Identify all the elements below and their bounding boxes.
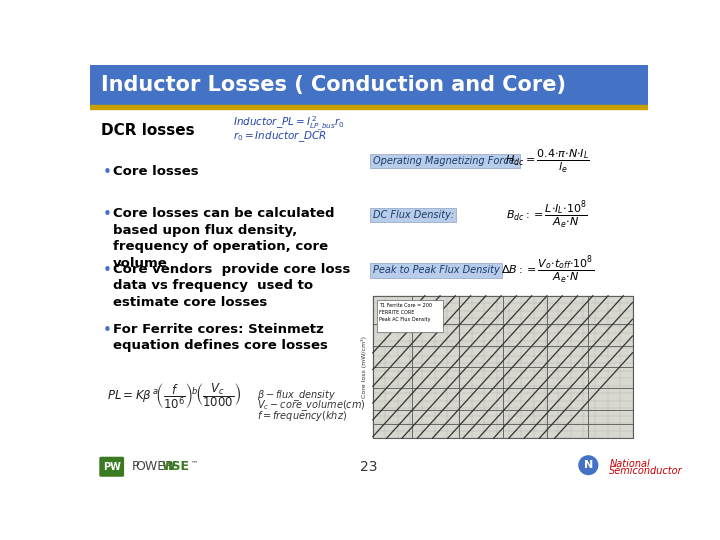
Text: Core losses: Core losses xyxy=(113,165,199,178)
Circle shape xyxy=(578,455,598,475)
Text: $\mathit{Inductor\_PL = I_{LP\_bus}^{\,2}r_0}$: $\mathit{Inductor\_PL = I_{LP\_bus}^{\,2… xyxy=(233,115,346,133)
Text: FERRITE CORE: FERRITE CORE xyxy=(379,309,415,315)
Text: OWER: OWER xyxy=(136,460,174,473)
Text: Peak to Peak Flux Density: Peak to Peak Flux Density xyxy=(373,265,500,275)
FancyBboxPatch shape xyxy=(99,457,124,477)
Bar xyxy=(90,65,648,105)
Text: Operating Magnetizing Force:: Operating Magnetizing Force: xyxy=(373,156,518,166)
Text: PW: PW xyxy=(103,462,121,472)
Text: $\beta - flux\_density$: $\beta - flux\_density$ xyxy=(256,388,336,403)
Text: $\Delta B := \dfrac{V_o{\cdot}t_{off}{\cdot}10^8}{A_e{\cdot}N}$: $\Delta B := \dfrac{V_o{\cdot}t_{off}{\c… xyxy=(500,254,594,286)
Bar xyxy=(90,105,648,109)
Text: P: P xyxy=(132,460,140,473)
Text: N: N xyxy=(584,460,593,470)
Text: DCR losses: DCR losses xyxy=(101,123,194,138)
Text: DC Flux Density:: DC Flux Density: xyxy=(373,210,454,220)
Text: •: • xyxy=(102,262,112,278)
Text: Semiconductor: Semiconductor xyxy=(609,467,683,476)
Text: For Ferrite cores: Steinmetz
equation defines core losses: For Ferrite cores: Steinmetz equation de… xyxy=(113,323,328,352)
Text: ™: ™ xyxy=(191,460,198,466)
Bar xyxy=(377,300,443,332)
Text: $H_{dc} = \dfrac{0.4{\cdot}\pi{\cdot}N{\cdot}I_L}{l_e}$: $H_{dc} = \dfrac{0.4{\cdot}\pi{\cdot}N{\… xyxy=(505,147,590,174)
Text: Peak AC Flux Density: Peak AC Flux Density xyxy=(379,316,431,322)
Text: ISE: ISE xyxy=(168,460,189,473)
Text: Core vendors  provide core loss
data vs frequency  used to
estimate core losses: Core vendors provide core loss data vs f… xyxy=(113,262,351,309)
Text: T1 Ferrite Core = 200: T1 Ferrite Core = 200 xyxy=(379,303,432,308)
Text: 23: 23 xyxy=(360,460,378,474)
Bar xyxy=(373,296,632,438)
Text: •: • xyxy=(102,165,112,180)
Text: W: W xyxy=(162,460,176,473)
Text: Core losses can be calculated
based upon flux density,
frequency of operation, c: Core losses can be calculated based upon… xyxy=(113,207,335,270)
Text: $\mathit{r_0 = Inductor\_DCR}$: $\mathit{r_0 = Inductor\_DCR}$ xyxy=(233,129,327,144)
Text: $B_{dc} := \dfrac{L{\cdot}I_L{\cdot}10^8}{A_e{\cdot}N}$: $B_{dc} := \dfrac{L{\cdot}I_L{\cdot}10^8… xyxy=(506,199,588,231)
Text: $PL = K\beta^{\,a}\!\left(\dfrac{f}{10^6}\right)^{\!b}\!\left(\dfrac{V_c}{1000}\: $PL = K\beta^{\,a}\!\left(\dfrac{f}{10^6… xyxy=(107,381,242,411)
Text: $f = frequency(khz)$: $f = frequency(khz)$ xyxy=(256,409,347,423)
Text: •: • xyxy=(102,323,112,338)
Text: $V_c - core\_volume(cm)$: $V_c - core\_volume(cm)$ xyxy=(256,398,365,413)
Text: National: National xyxy=(609,458,650,469)
Text: Core loss (mW/cm³): Core loss (mW/cm³) xyxy=(361,336,366,398)
Text: •: • xyxy=(102,207,112,222)
Text: Inductor Losses ( Conduction and Core): Inductor Losses ( Conduction and Core) xyxy=(101,75,566,95)
